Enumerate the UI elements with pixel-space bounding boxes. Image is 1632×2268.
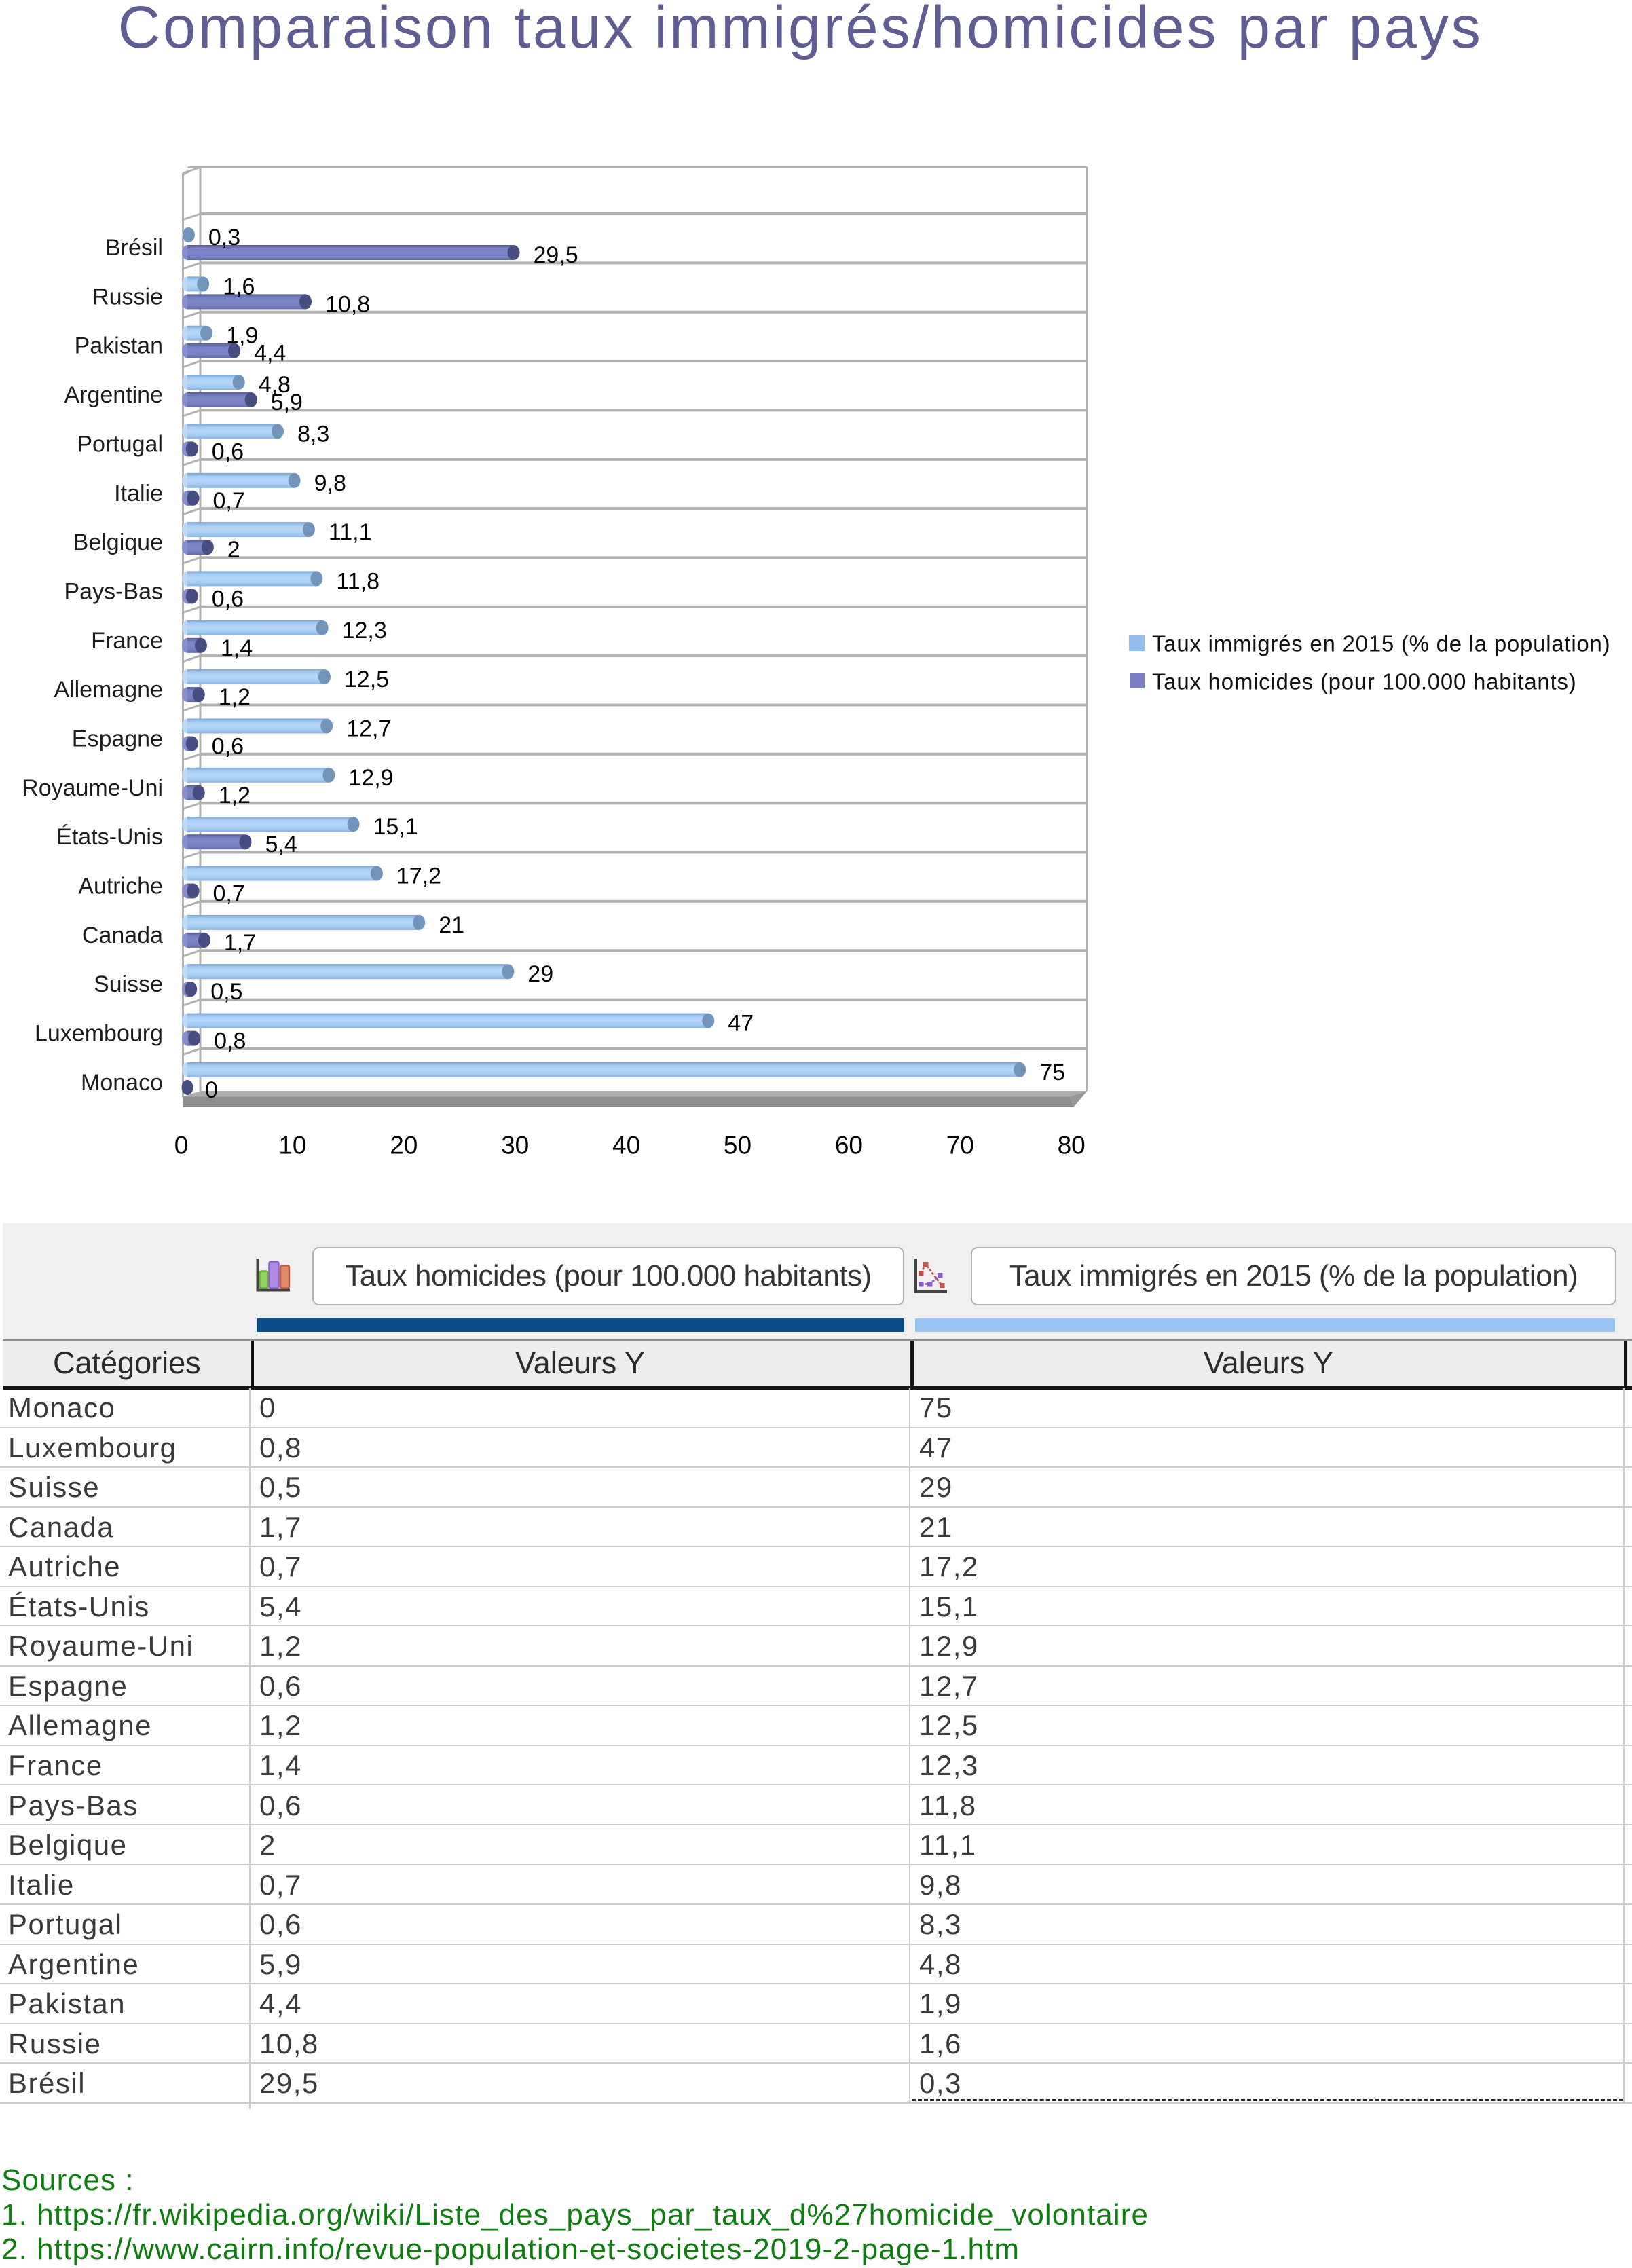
svg-text:Pays-Bas: Pays-Bas [64,578,164,604]
svg-text:12,3: 12,3 [342,618,387,644]
svg-text:0,3: 0,3 [208,225,240,250]
svg-text:Suisse: Suisse [94,971,163,997]
svg-text:0,6: 0,6 [212,439,244,464]
svg-text:0,8: 0,8 [214,1028,246,1054]
svg-text:10: 10 [278,1132,306,1159]
svg-text:4,4: 4,4 [254,341,286,367]
svg-text:0,6: 0,6 [212,586,244,612]
svg-text:75: 75 [1039,1060,1065,1085]
svg-text:8,3: 8,3 [297,421,329,447]
svg-text:9,8: 9,8 [314,470,346,496]
svg-text:États-Unis: États-Unis [56,824,163,850]
svg-text:30: 30 [501,1132,529,1159]
svg-text:Monaco: Monaco [81,1070,163,1096]
svg-text:0,5: 0,5 [210,979,242,1005]
svg-text:21: 21 [439,912,464,938]
svg-text:10,8: 10,8 [325,291,370,317]
svg-text:Brésil: Brésil [105,235,163,261]
svg-text:12,5: 12,5 [344,667,389,692]
svg-text:12,7: 12,7 [346,716,391,742]
svg-text:Luxembourg: Luxembourg [35,1021,163,1047]
svg-text:40: 40 [612,1132,640,1159]
svg-text:Taux homicides (pour 100.000 h: Taux homicides (pour 100.000 habitants) [1152,669,1576,694]
svg-text:Pakistan: Pakistan [75,333,163,359]
svg-text:1,7: 1,7 [224,930,256,956]
svg-text:0: 0 [174,1132,189,1159]
svg-text:Argentine: Argentine [64,382,163,408]
svg-text:Belgique: Belgique [73,529,163,555]
svg-text:0,7: 0,7 [213,881,245,907]
svg-text:11,8: 11,8 [336,568,379,594]
svg-text:0,6: 0,6 [212,734,244,760]
svg-text:Canada: Canada [82,923,163,948]
svg-text:Allemagne: Allemagne [54,677,163,703]
svg-text:29: 29 [527,961,553,987]
svg-text:20: 20 [390,1132,418,1159]
svg-text:1,4: 1,4 [221,635,253,661]
svg-text:Portugal: Portugal [77,431,163,457]
svg-text:2: 2 [227,537,240,563]
svg-text:47: 47 [728,1011,754,1037]
svg-text:12,9: 12,9 [348,765,393,791]
svg-text:Royaume-Uni: Royaume-Uni [22,775,163,801]
svg-text:17,2: 17,2 [396,863,441,889]
svg-text:0,7: 0,7 [213,488,245,514]
svg-text:0: 0 [205,1077,218,1103]
svg-text:4,8: 4,8 [259,372,291,398]
svg-text:Taux immigrés en 2015 (% de la: Taux immigrés en 2015 (% de la populatio… [1152,631,1610,656]
svg-text:50: 50 [724,1132,752,1159]
svg-text:29,5: 29,5 [534,242,578,268]
svg-text:5,4: 5,4 [265,832,297,857]
svg-text:1,2: 1,2 [219,783,251,808]
svg-text:Russie: Russie [92,284,163,310]
svg-text:70: 70 [946,1132,974,1159]
svg-text:Espagne: Espagne [72,726,163,752]
svg-text:Italie: Italie [114,481,163,506]
svg-text:11,1: 11,1 [329,519,372,545]
svg-text:80: 80 [1058,1132,1086,1159]
svg-text:60: 60 [835,1132,863,1159]
svg-text:5,9: 5,9 [271,390,303,415]
svg-text:Autriche: Autriche [78,874,163,899]
svg-text:1,9: 1,9 [226,323,258,349]
svg-text:1,2: 1,2 [219,684,251,710]
svg-text:15,1: 15,1 [373,814,418,840]
svg-text:1,6: 1,6 [223,274,255,299]
svg-text:France: France [91,628,163,654]
